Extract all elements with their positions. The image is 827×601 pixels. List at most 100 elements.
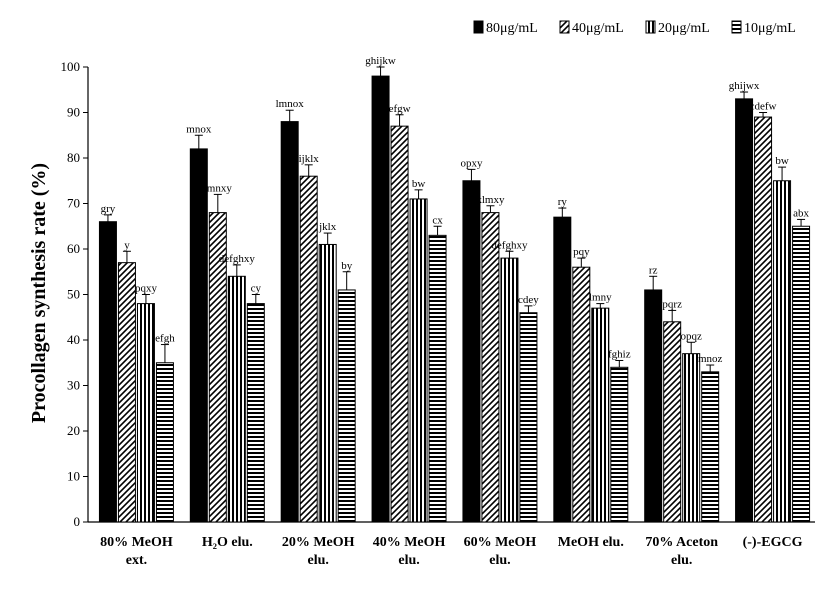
category-label: elu. [307,553,328,568]
category-label: elu. [398,553,419,568]
bars: gry y pqxy efgh mnox lmnxy defghxy cy lmnox ijklx… [98,55,811,523]
significance-label: klmxy [476,194,505,206]
category-label: H₂O elu. [202,535,253,550]
y-tick-label: 100 [61,59,81,74]
significance-label: bw [775,155,789,167]
bar [428,234,447,523]
significance-label: cx [432,214,443,226]
significance-label: lmnox [276,98,305,110]
bar [318,243,337,523]
bar [500,257,519,523]
y-tick-label: 30 [67,378,80,393]
bar [337,289,356,523]
category-label: 20% MeOH [282,535,355,550]
bar [481,212,500,523]
significance-label: abx [793,207,809,219]
category-label: (-)-EGCG [743,535,803,550]
legend-swatch [473,20,484,34]
category-label: 70% Aceton [645,535,718,550]
bar [773,180,792,523]
significance-label: fghiz [608,348,631,360]
y-axis-label: Procollagen synthesis rate (%) [28,163,50,423]
category-label: ext. [126,553,147,568]
bar [371,75,390,523]
significance-label: pqxy [135,283,158,295]
bar [462,180,481,523]
significance-label: gry [101,203,116,215]
bar [591,307,610,523]
category-labels: 80% MeOH ext. H₂O elu. 20% MeOH elu. 40% MeOH… [100,535,803,568]
bar [572,266,591,523]
bar [246,303,265,523]
significance-label: ijklx [299,153,320,165]
bar [299,175,318,523]
significance-label: rz [649,264,658,276]
significance-label: efgw [389,103,411,115]
significance-label: pqy [573,246,590,258]
significance-label: opqz [680,330,702,342]
significance-label: mnox [186,123,212,135]
bar [280,121,299,523]
bar [682,353,701,523]
legend: 80μg/mL 40μg/mL 20μg/mL 10μg/mL [473,20,796,36]
bar [610,366,629,523]
y-tick-label: 70 [67,196,80,211]
significance-label: opxy [460,157,483,169]
significance-label: efgh [155,333,175,345]
legend-swatch [731,20,742,34]
category-label: 60% MeOH [464,535,537,550]
category-label: 40% MeOH [373,535,446,550]
bar [390,125,409,523]
bar [735,98,754,523]
category-label: elu. [671,553,692,568]
y-tick-label: 60 [67,241,80,256]
y-tick-label: 40 [67,332,80,347]
y-tick-label: 20 [67,423,80,438]
y-tick-label: 90 [67,105,80,120]
bar [189,148,208,523]
bar [117,262,136,523]
bar [663,321,682,523]
significance-label: ghijkw [365,55,396,67]
bar [136,303,155,523]
significance-label: cdefw [750,101,777,113]
bar [553,216,572,523]
bar [155,362,174,523]
significance-label: jklx [318,221,337,233]
legend-swatch [645,20,656,34]
category-label: elu. [489,553,510,568]
significance-label: lmny [589,292,612,304]
bar [227,275,246,523]
significance-label: pqrz [662,298,682,310]
category-label: MeOH elu. [558,535,624,550]
significance-label: by [341,260,353,272]
significance-label: cdey [518,294,539,306]
category-label: 80% MeOH [100,535,173,550]
significance-label: ghijwx [729,80,760,92]
bar [644,289,663,523]
significance-label: lmnxy [204,182,233,194]
bar [701,371,720,523]
bar [519,312,538,523]
y-tick-label: 80 [67,150,80,165]
legend-label: 80μg/mL [486,21,538,36]
significance-label: defghxy [219,253,256,265]
legend-label: 20μg/mL [658,21,710,36]
significance-label: mnoz [698,353,723,365]
significance-label: defghxy [491,239,528,251]
y-tick-label: 10 [67,469,80,484]
significance-label: cy [251,283,262,295]
legend-swatch [559,20,570,34]
legend-label: 10μg/mL [744,21,796,36]
bar [409,198,428,523]
bar [754,116,773,523]
significance-label: bw [412,178,426,190]
y-tick-label: 50 [67,287,80,302]
significance-label: y [124,239,130,251]
bar [98,221,117,523]
significance-label: ry [558,196,568,208]
legend-label: 40μg/mL [572,21,624,36]
bar [792,225,811,523]
y-tick-label: 0 [74,514,81,529]
